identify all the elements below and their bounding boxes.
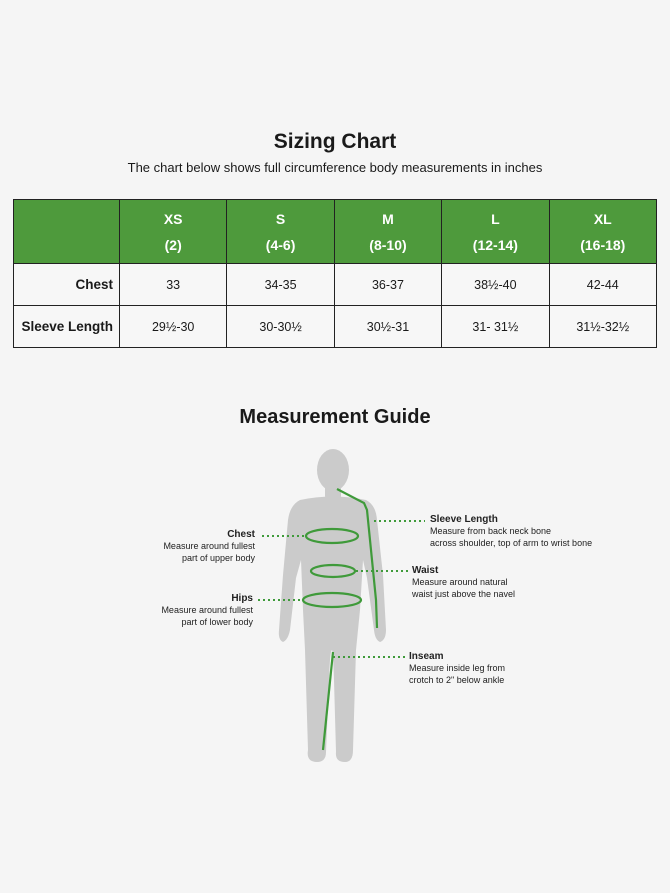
row-label: Sleeve Length — [13, 305, 120, 348]
inseam-desc-line2: crotch to 2" below ankle — [409, 674, 505, 685]
inseam-label: Inseam — [409, 651, 444, 662]
header-size-l: L (12-14) — [441, 199, 550, 264]
header-size-xs: XS (2) — [118, 199, 228, 264]
size-range: (8-10) — [369, 236, 407, 253]
size-name: XS — [163, 210, 183, 227]
table-cell: 38½-40 — [441, 263, 550, 306]
size-range: (16-18) — [580, 236, 626, 253]
table-cell: 34-35 — [226, 263, 335, 306]
table-row-chest: Chest 33 34-35 36-37 38½-40 42-44 — [13, 263, 658, 306]
header-size-xl: XL (16-18) — [548, 199, 658, 264]
waist-ring — [309, 563, 357, 579]
hips-ring — [301, 591, 363, 609]
table-cell: 31- 31½ — [441, 305, 550, 348]
waist-annotation: Waist Measure around natural waist just … — [412, 564, 592, 600]
inseam-desc-line1: Measure inside leg from — [409, 663, 506, 673]
sleeve-desc-line2: across shoulder, top of arm to wrist bon… — [430, 537, 593, 548]
size-range: (2) — [164, 236, 182, 253]
measurement-lines — [301, 488, 379, 751]
inseam-annotation: Inseam Measure inside leg from crotch to… — [409, 650, 589, 686]
sleeve-line — [336, 488, 379, 629]
size-name: L — [491, 210, 500, 227]
size-name: XL — [593, 210, 612, 227]
header-size-m: M (8-10) — [333, 199, 443, 264]
sleeve-desc-line1: Measure from back neck bone — [430, 526, 552, 536]
sleeve-length-annotation: Sleeve Length Measure from back neck bon… — [430, 513, 630, 549]
size-name: M — [382, 210, 394, 227]
size-range: (4-6) — [265, 236, 296, 253]
hips-desc-line1: Measure around fullest — [161, 605, 253, 615]
table-cell: 30-30½ — [226, 305, 335, 348]
waist-label: Waist — [412, 565, 439, 576]
hips-annotation: Hips Measure around fullest part of lowe… — [118, 592, 253, 628]
page-title: Sizing Chart — [273, 130, 397, 153]
size-range: (12-14) — [472, 236, 518, 253]
header-size-s: S (4-6) — [226, 199, 335, 264]
table-header-row: XS (2) S (4-6) M (8-10) L (12-14) XL (16-18) — [13, 199, 658, 264]
leader-lines — [258, 520, 425, 658]
page-subtitle: The chart below shows full circumference… — [127, 160, 543, 175]
table-cell: 31½-32½ — [548, 305, 658, 348]
chest-ring — [304, 527, 360, 545]
table-cell: 30½-31 — [333, 305, 443, 348]
chest-label: Chest — [227, 529, 255, 540]
sizing-table: XS (2) S (4-6) M (8-10) L (12-14) XL (16-18) … — [13, 199, 658, 348]
chest-desc-line2: part of upper body — [181, 552, 255, 563]
table-cell: 33 — [118, 263, 228, 306]
body-silhouette — [278, 449, 386, 762]
waist-desc-line2: waist just above the navel — [412, 588, 516, 599]
chest-desc-line1: Measure around fullest — [163, 541, 255, 551]
sleeve-length-label: Sleeve Length — [430, 514, 498, 525]
table-row-sleeve-length: Sleeve Length 29½-30 30-30½ 30½-31 31- 3… — [13, 305, 658, 348]
chest-annotation: Chest Measure around fullest part of upp… — [120, 528, 255, 564]
row-label: Chest — [13, 263, 120, 306]
inseam-line — [321, 651, 335, 751]
size-name: S — [275, 210, 286, 227]
table-cell: 36-37 — [333, 263, 443, 306]
hips-desc-line2: part of lower body — [181, 616, 253, 627]
waist-desc-line1: Measure around natural — [412, 577, 508, 587]
measurement-guide-title: Measurement Guide — [239, 406, 431, 428]
header-empty-cell — [13, 199, 120, 264]
table-cell: 29½-30 — [118, 305, 228, 348]
hips-label: Hips — [231, 593, 253, 604]
